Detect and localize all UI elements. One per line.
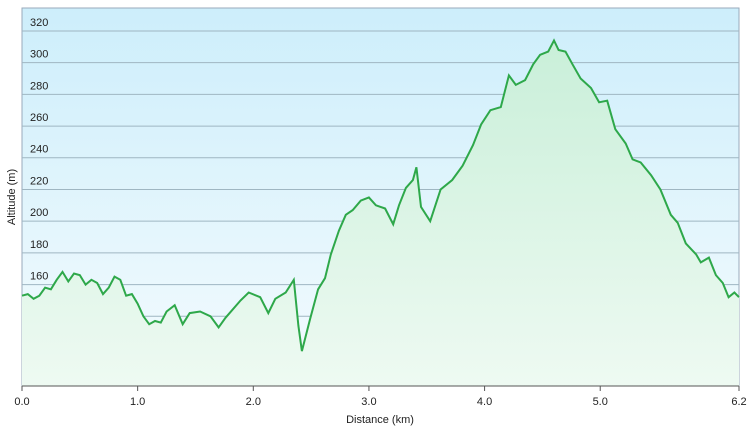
x-tick-label: 0.0 <box>14 396 29 408</box>
y-tick-label: 180 <box>30 239 48 251</box>
x-tick-label: 5.0 <box>593 396 608 408</box>
y-axis-title: Altitude (m) <box>6 169 18 225</box>
y-tick-label: 220 <box>30 175 48 187</box>
y-tick-label: 160 <box>30 270 48 282</box>
y-tick-label: 320 <box>30 17 48 29</box>
x-tick-label: 2.0 <box>246 396 261 408</box>
x-tick-label: 4.0 <box>477 396 492 408</box>
y-tick-label: 240 <box>30 144 48 156</box>
area <box>22 40 739 386</box>
x-tick-label: 3.0 <box>361 396 376 408</box>
x-tick-label: 1.0 <box>130 396 145 408</box>
x-axis-title: Distance (km) <box>346 414 414 426</box>
y-tick-label: 200 <box>30 207 48 219</box>
y-tick-label: 280 <box>30 80 48 92</box>
x-tick-label: 6.2 <box>731 396 746 408</box>
y-tick-label: 300 <box>30 49 48 61</box>
y-tick-label: 260 <box>30 112 48 124</box>
line <box>21 38 740 352</box>
